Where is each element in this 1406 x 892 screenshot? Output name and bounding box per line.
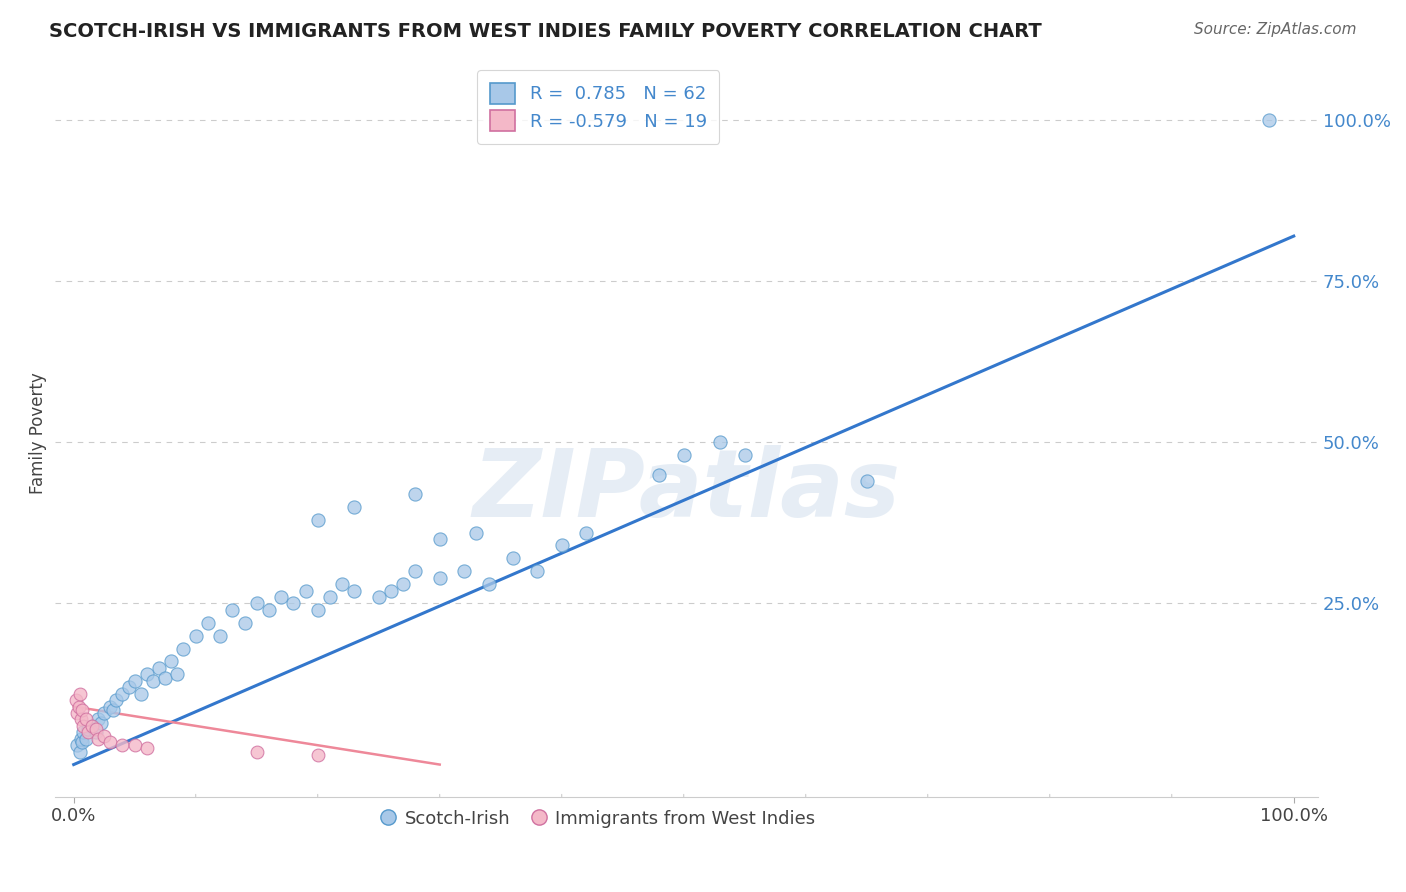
- Point: [80, 719, 103, 733]
- Point: [129, 687, 152, 701]
- Point: [77, 725, 100, 739]
- Point: [98, 699, 121, 714]
- Point: [124, 738, 146, 752]
- Point: [69, 687, 91, 701]
- Point: [502, 551, 524, 566]
- Point: [233, 615, 256, 630]
- Point: [111, 687, 134, 701]
- Point: [166, 667, 188, 681]
- Point: [80, 719, 103, 733]
- Point: [70, 735, 93, 749]
- Point: [648, 467, 671, 482]
- Point: [855, 474, 877, 488]
- Point: [270, 590, 292, 604]
- Point: [330, 577, 353, 591]
- Point: [734, 448, 756, 462]
- Point: [70, 713, 93, 727]
- Point: [453, 564, 475, 578]
- Point: [111, 738, 134, 752]
- Point: [392, 577, 415, 591]
- Point: [135, 667, 157, 681]
- Point: [257, 603, 280, 617]
- Point: [343, 500, 366, 514]
- Point: [84, 725, 107, 739]
- Point: [575, 525, 598, 540]
- Point: [77, 722, 100, 736]
- Point: [672, 448, 695, 462]
- Point: [66, 706, 89, 720]
- Text: ZIPatlas: ZIPatlas: [472, 445, 901, 537]
- Point: [465, 525, 488, 540]
- Point: [526, 564, 548, 578]
- Point: [367, 590, 389, 604]
- Point: [66, 738, 89, 752]
- Point: [93, 729, 115, 743]
- Text: SCOTCH-IRISH VS IMMIGRANTS FROM WEST INDIES FAMILY POVERTY CORRELATION CHART: SCOTCH-IRISH VS IMMIGRANTS FROM WEST IND…: [49, 22, 1042, 41]
- Point: [70, 731, 93, 746]
- Point: [319, 590, 342, 604]
- Point: [294, 583, 316, 598]
- Point: [72, 719, 94, 733]
- Point: [101, 703, 124, 717]
- Point: [551, 538, 574, 552]
- Point: [153, 671, 176, 685]
- Point: [307, 747, 329, 762]
- Point: [307, 513, 329, 527]
- Y-axis label: Family Poverty: Family Poverty: [30, 372, 46, 493]
- Point: [307, 603, 329, 617]
- Point: [173, 641, 195, 656]
- Point: [404, 564, 426, 578]
- Point: [84, 722, 107, 736]
- Point: [98, 735, 121, 749]
- Point: [221, 603, 243, 617]
- Point: [184, 629, 207, 643]
- Point: [380, 583, 402, 598]
- Point: [70, 703, 93, 717]
- Point: [124, 673, 146, 688]
- Point: [67, 699, 90, 714]
- Point: [142, 673, 165, 688]
- Point: [429, 532, 451, 546]
- Point: [75, 731, 97, 746]
- Point: [283, 597, 305, 611]
- Point: [343, 583, 366, 598]
- Point: [135, 741, 157, 756]
- Legend: Scotch-Irish, Immigrants from West Indies: Scotch-Irish, Immigrants from West Indie…: [374, 803, 823, 835]
- Point: [246, 745, 269, 759]
- Point: [75, 713, 97, 727]
- Point: [87, 713, 110, 727]
- Point: [117, 680, 139, 694]
- Point: [209, 629, 232, 643]
- Point: [404, 487, 426, 501]
- Point: [709, 435, 731, 450]
- Point: [477, 577, 499, 591]
- Point: [72, 725, 94, 739]
- Point: [87, 731, 110, 746]
- Point: [93, 706, 115, 720]
- Point: [90, 715, 112, 730]
- Point: [1258, 113, 1281, 128]
- Point: [429, 571, 451, 585]
- Point: [69, 745, 91, 759]
- Point: [160, 655, 183, 669]
- Point: [246, 597, 269, 611]
- Text: Source: ZipAtlas.com: Source: ZipAtlas.com: [1194, 22, 1357, 37]
- Point: [197, 615, 219, 630]
- Point: [148, 661, 170, 675]
- Point: [105, 693, 128, 707]
- Point: [65, 693, 87, 707]
